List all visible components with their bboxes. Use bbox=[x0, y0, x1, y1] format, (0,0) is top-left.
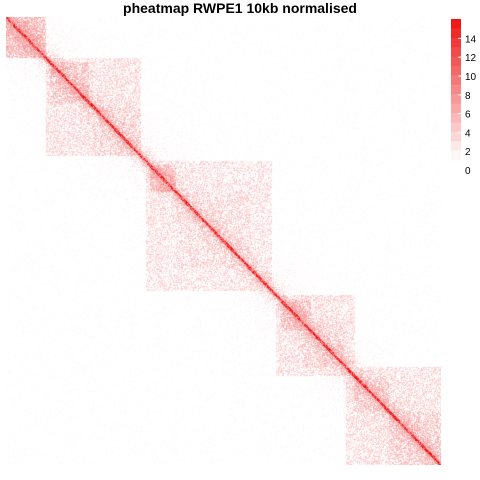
legend-tick-label: 8 bbox=[465, 91, 471, 102]
legend-color-segment bbox=[451, 141, 461, 152]
legend-tick-label: 12 bbox=[465, 53, 477, 64]
legend-color-segment bbox=[451, 19, 461, 29]
legend-color-segment bbox=[451, 75, 461, 86]
legend-tick-label: 14 bbox=[465, 34, 477, 45]
legend-tick-label: 10 bbox=[465, 72, 477, 83]
legend-color-segment bbox=[451, 150, 461, 161]
legend-color-segment bbox=[451, 122, 461, 133]
legend-color-segment bbox=[451, 37, 461, 48]
legend-tick-label: 4 bbox=[465, 128, 471, 139]
legend-color-segment bbox=[451, 84, 461, 95]
legend-color-segment bbox=[451, 94, 461, 105]
legend-color-segment bbox=[451, 113, 461, 123]
chart-title: pheatmap RWPE1 10kb normalised bbox=[123, 0, 357, 16]
legend-color-segment bbox=[451, 131, 461, 142]
legend-color-segment bbox=[451, 103, 461, 114]
legend-tick-label: 6 bbox=[465, 110, 471, 121]
legend-tick-label: 0 bbox=[465, 166, 471, 177]
legend-color-segment bbox=[451, 47, 461, 58]
legend-color-segment bbox=[451, 28, 461, 39]
legend-color-segment bbox=[451, 66, 461, 76]
legend-color-segment bbox=[451, 56, 461, 67]
legend-tick-label: 2 bbox=[465, 147, 471, 158]
heatmap-matrix bbox=[6, 17, 441, 465]
color-legend: 14 12 10 8 6 4 2 0 bbox=[451, 19, 477, 177]
